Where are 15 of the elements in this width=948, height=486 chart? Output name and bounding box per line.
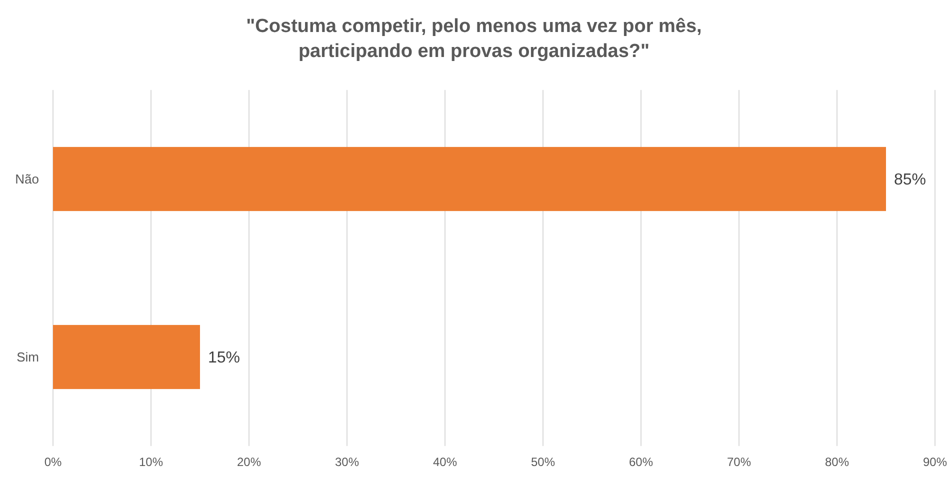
y-tick-label: Sim — [16, 350, 39, 365]
data-label: 15% — [208, 350, 240, 367]
x-tick-label: 0% — [44, 455, 62, 469]
x-tick-label: 50% — [530, 455, 556, 469]
x-tick-label: 10% — [138, 455, 164, 469]
x-tick-label: 80% — [824, 455, 850, 469]
x-tick-label: 90% — [922, 455, 948, 469]
y-tick-label: Não — [15, 172, 39, 187]
x-tick-label: 60% — [628, 455, 654, 469]
x-tick-label: 20% — [236, 455, 262, 469]
data-label: 85% — [894, 172, 926, 189]
chart-title: "Costuma competir, pelo menos uma vez por mês, participando em provas organizadas?" — [246, 16, 702, 62]
x-tick-label: 30% — [334, 455, 360, 469]
x-tick-label: 40% — [432, 455, 458, 469]
x-tick-label: 70% — [726, 455, 752, 469]
